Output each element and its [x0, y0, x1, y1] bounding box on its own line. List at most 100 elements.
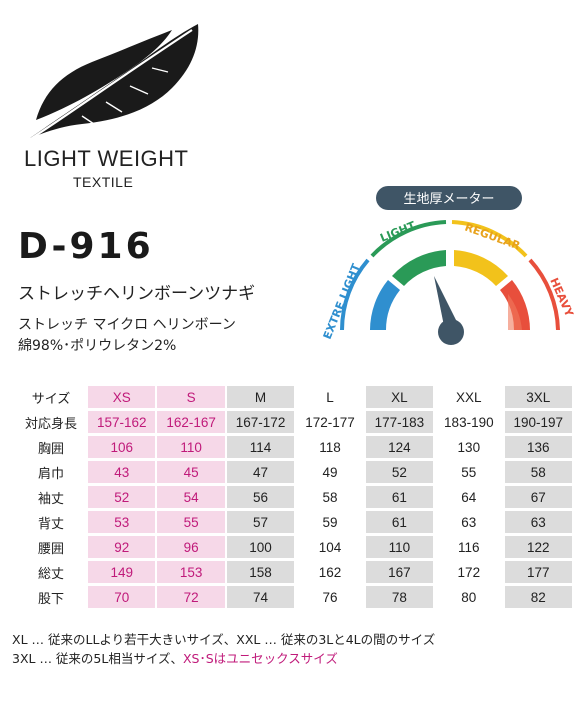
table-cell: 3XL: [504, 386, 572, 408]
table-cell: 118: [296, 436, 364, 458]
gauge-segment-extre-light: [370, 280, 400, 330]
table-cell: 158: [226, 561, 295, 583]
table-cell: 116: [435, 536, 503, 558]
row-label: サイズ: [31, 391, 71, 407]
fabric-type: ストレッチ マイクロ ヘリンボーン: [18, 317, 236, 333]
gauge-segment-heavy: [500, 280, 530, 330]
table-cell: 58: [504, 461, 572, 483]
thickness-gauge: 生地厚メーター EXTRE LIGHT LIGHT REGULAR HEAVY: [321, 186, 576, 345]
row-label: 股下: [37, 591, 64, 607]
table-cell: 162-167: [157, 411, 225, 433]
table-cell: XL: [365, 386, 434, 408]
table-cell: 64: [435, 486, 503, 508]
table-row: サイズ XS S M L XL XXL 3XL: [16, 386, 572, 408]
gauge-title: 生地厚メーター: [403, 192, 494, 207]
table-cell: 124: [365, 436, 434, 458]
table-cell: 110: [365, 536, 434, 558]
table-cell: 96: [157, 536, 225, 558]
brand-title: LIGHT WEIGHT: [24, 146, 189, 171]
table-row: 背丈 53 55 57 59 61 63 63: [16, 511, 572, 533]
gauge-label-regular: REGULAR: [463, 221, 522, 253]
table-cell: 78: [365, 586, 434, 608]
table-cell: 56: [226, 486, 295, 508]
table-cell: 177-183: [365, 411, 434, 433]
table-cell: 167-172: [226, 411, 295, 433]
table-row: 対応身長 157-162 162-167 167-172 172-177 177-183 1…: [16, 411, 572, 433]
table-cell: 57: [226, 511, 295, 533]
table-cell: 92: [88, 536, 156, 558]
row-label: 袖丈: [37, 491, 64, 507]
table-cell: 130: [435, 436, 503, 458]
table-cell: 157-162: [88, 411, 156, 433]
gauge-heavy-fill: [508, 294, 522, 330]
table-cell: 76: [296, 586, 364, 608]
size-note-2: 3XL … 従来の5L相当サイズ、XS･Sはユニセックスサイズ: [12, 648, 338, 667]
size-table: サイズ XS S M L XL XXL 3XL 対応身長 157-162 162-167 167-17…: [14, 383, 574, 611]
table-cell: 122: [504, 536, 572, 558]
table-row: 股下 70 72 74 76 78 80 82: [16, 586, 572, 608]
table-cell: 149: [88, 561, 156, 583]
table-cell: 43: [88, 461, 156, 483]
table-cell: 177: [504, 561, 572, 583]
size-note-2-highlight: XS･Sはユニセックスサイズ: [182, 651, 338, 666]
table-cell: S: [157, 386, 225, 408]
table-cell: 63: [504, 511, 572, 533]
table-cell: 106: [88, 436, 156, 458]
table-cell: 63: [435, 511, 503, 533]
gauge-segment-regular: [454, 250, 508, 286]
table-cell: 82: [504, 586, 572, 608]
table-cell: 55: [435, 461, 503, 483]
row-label: 対応身長: [24, 416, 77, 432]
fabric-composition: 綿98%･ポリウレタン2%: [18, 338, 177, 354]
table-cell: 100: [226, 536, 295, 558]
table-cell: 172-177: [296, 411, 364, 433]
table-row: 袖丈 52 54 56 58 61 64 67: [16, 486, 572, 508]
table-cell: 153: [157, 561, 225, 583]
table-cell: 52: [88, 486, 156, 508]
table-cell: 58: [296, 486, 364, 508]
table-cell: 162: [296, 561, 364, 583]
gauge-needle: [434, 276, 464, 345]
table-cell: 53: [88, 511, 156, 533]
table-cell: 110: [157, 436, 225, 458]
table-cell: 114: [226, 436, 295, 458]
table-row: 肩巾 43 45 47 49 52 55 58: [16, 461, 572, 483]
row-label: 腰囲: [37, 541, 64, 557]
table-cell: 80: [435, 586, 503, 608]
table-cell: 52: [365, 461, 434, 483]
row-label: 肩巾: [37, 466, 64, 482]
table-cell: 49: [296, 461, 364, 483]
gauge-title-pill: [376, 186, 522, 210]
table-cell: XXL: [435, 386, 503, 408]
table-row: 胸囲 106 110 114 118 124 130 136: [16, 436, 572, 458]
product-code: D-916: [18, 226, 154, 267]
table-cell: 55: [157, 511, 225, 533]
table-cell: 74: [226, 586, 295, 608]
table-row: 腰囲 92 96 100 104 110 116 122: [16, 536, 572, 558]
gauge-outer-heavy: [528, 258, 560, 331]
table-cell: 61: [365, 511, 434, 533]
feather-logo: [25, 24, 199, 143]
table-cell: 190-197: [504, 411, 572, 433]
table-cell: 172: [435, 561, 503, 583]
table-cell: 67: [504, 486, 572, 508]
row-label: 総丈: [37, 566, 64, 582]
feather-icon: [25, 24, 199, 143]
gauge-outer-extre-light: [340, 258, 370, 331]
row-label: 背丈: [37, 516, 64, 532]
table-row: 総丈 149 153 158 162 167 172 177: [16, 561, 572, 583]
product-name: ストレッチヘリンボーンツナギ: [18, 284, 256, 304]
row-label: 胸囲: [37, 441, 64, 457]
table-cell: 70: [88, 586, 156, 608]
table-cell: 104: [296, 536, 364, 558]
table-cell: 136: [504, 436, 572, 458]
table-cell: L: [296, 386, 364, 408]
gauge-label-light: LIGHT: [378, 219, 417, 245]
size-note-2-prefix: 3XL … 従来の5L相当サイズ、: [12, 651, 183, 666]
table-cell: 47: [226, 461, 295, 483]
table-cell: 183-190: [435, 411, 503, 433]
table-cell: 167: [365, 561, 434, 583]
gauge-segment-light: [392, 250, 446, 286]
table-cell: 72: [157, 586, 225, 608]
brand-subtitle: TEXTILE: [73, 174, 134, 190]
